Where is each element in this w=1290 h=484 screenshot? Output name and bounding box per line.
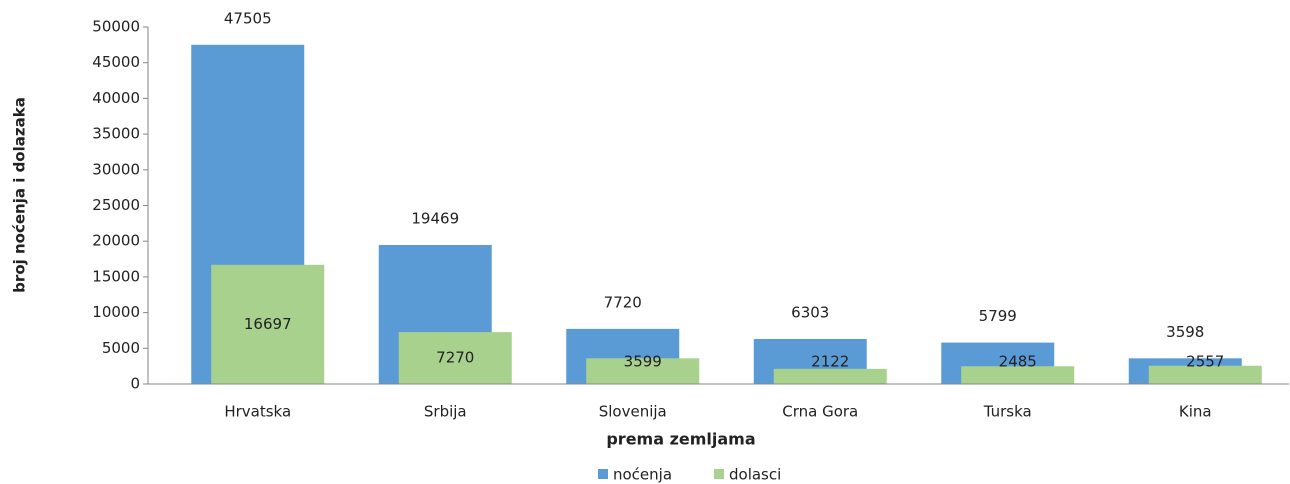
x-tick-label: Crna Gora [782,403,858,421]
y-tick-label: 15000 [92,267,140,285]
y-tick-label: 5000 [102,339,140,357]
bar [211,264,325,384]
y-tick-label: 35000 [92,125,140,143]
x-tick-label: Hrvatska [224,403,291,421]
data-label: 7720 [604,293,642,311]
y-tick-label: 40000 [92,89,140,107]
y-tick-label: 30000 [92,160,140,178]
bar [773,368,887,384]
x-tick-label: Turska [983,403,1032,421]
data-label: 2557 [1186,353,1224,371]
x-tick-label: Srbija [424,403,467,421]
data-label: 2485 [999,353,1037,371]
data-label: 3599 [624,353,662,371]
data-label: 47505 [224,9,272,27]
data-label: 5799 [979,307,1017,325]
legend-swatch [714,469,724,479]
legend-swatch [598,469,608,479]
y-tick-label: 20000 [92,232,140,250]
legend-label: dolasci [729,466,781,484]
y-tick-label: 0 [130,375,140,393]
data-label: 7270 [436,349,474,367]
y-axis-title: broj noćenja i dolazaka [11,97,29,293]
bar [586,358,700,384]
data-label: 2122 [811,353,849,371]
x-axis-title: prema zemljama [606,430,755,449]
data-label: 16697 [244,315,292,333]
y-tick-label: 50000 [92,18,140,36]
x-tick-label: Slovenija [599,403,667,421]
data-label: 3598 [1166,323,1204,341]
legend-label: noćenja [613,466,672,484]
data-label: 6303 [791,303,829,321]
data-label: 19469 [411,209,459,227]
x-tick-label: Kina [1179,403,1212,421]
y-tick-label: 10000 [92,303,140,321]
bar [398,332,512,384]
y-tick-label: 25000 [92,196,140,214]
bar [961,366,1075,384]
bar [1148,365,1262,384]
y-tick-label: 45000 [92,53,140,71]
